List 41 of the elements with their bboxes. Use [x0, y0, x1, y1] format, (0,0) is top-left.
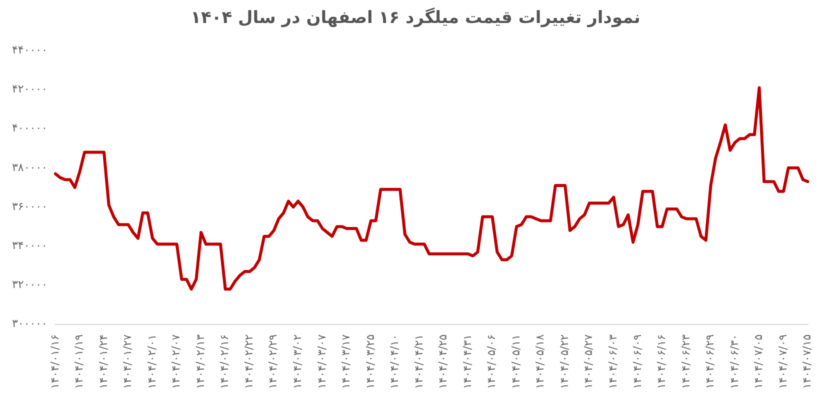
x-tick-label: ۱۴۰۴/۰۷/۰۹ — [776, 334, 790, 390]
x-tick-label: ۱۴۰۴/۰۱/۲۷ — [121, 334, 134, 390]
x-tick-label: ۱۴۰۴/۰۷/۱۵ — [800, 334, 814, 390]
y-tick-label: ۴۰۰۰۰۰ — [12, 122, 48, 135]
y-tick-label: ۳۲۰۰۰۰ — [12, 278, 48, 292]
x-tick-label: ۱۴۰۴/۰۶/۰۹ — [630, 334, 644, 390]
x-tick-label: ۱۴۰۴/۰۴/۱۰ — [388, 334, 402, 390]
y-tick-label: ۳۴۰۰۰۰ — [12, 238, 48, 252]
x-tick-label: ۱۴۰۴/۰۵/۲۷ — [582, 334, 596, 390]
x-tick-label: ۱۴۰۴/۰۱/۲۴ — [96, 334, 110, 390]
x-tick-label: ۱۴۰۴/۰۶/۲۹ — [704, 334, 717, 390]
x-tick-label: ۱۴۰۴/۰۷/۰۵ — [752, 334, 766, 390]
y-tick-label: ۳۶۰۰۰۰ — [12, 200, 48, 213]
x-tick-label: ۱۴۰۴/۰۴/۲۵ — [436, 334, 450, 390]
x-tick-label: ۱۴۰۴/۰۳/۰۲ — [291, 334, 304, 390]
y-tick-label: ۳۸۰۰۰۰ — [12, 160, 48, 174]
x-tick-label: ۱۴۰۴/۰۳/۱۷ — [340, 334, 353, 390]
x-tick-label: ۱۴۰۴/۰۳/۲۵ — [364, 334, 377, 390]
y-tick-label: ۳۰۰۰۰۰ — [12, 317, 48, 330]
x-tick-label: ۱۴۰۴/۰۱/۱۶ — [48, 334, 62, 390]
x-tick-label: ۱۴۰۴/۰۴/۲۱ — [412, 334, 426, 390]
x-tick-label: ۱۴۰۴/۰۲/۲۲ — [242, 334, 256, 390]
x-tick-label: ۱۴۰۴/۰۴/۳۱ — [460, 334, 474, 390]
x-tick-label: ۱۴۰۴/۰۵/۰۶ — [485, 334, 498, 390]
x-tick-label: ۱۴۰۴/۰۵/۱۱ — [509, 334, 522, 390]
x-tick-label: ۱۴۰۴/۰۵/۱۸ — [534, 334, 547, 390]
x-tick-label: ۱۴۰۴/۰۲/۰۷ — [170, 334, 183, 390]
x-tick-label: ۱۴۰۴/۰۲/۱۶ — [218, 334, 232, 390]
x-tick-label: ۱۴۰۴/۰۱/۱۹ — [72, 334, 86, 390]
x-tick-label: ۱۴۰۴/۰۳/۰۷ — [315, 334, 328, 390]
x-tick-label: ۱۴۰۴/۰۲/۲۹ — [266, 334, 280, 390]
x-tick-label: ۱۴۰۴/۰۶/۳۰ — [728, 334, 741, 390]
y-tick-label: ۴۲۰۰۰۰ — [12, 82, 48, 96]
x-tick-label: ۱۴۰۴/۰۶/۰۳ — [606, 334, 620, 390]
chart-title: نمودار تغییرات قیمت میلگرد ۱۶ اصفهان در سال ۱۴۰۴ — [190, 8, 642, 28]
x-tick-label: ۱۴۰۴/۰۲/۱۳ — [194, 334, 207, 390]
x-tick-label: ۱۴۰۴/۰۵/۲۲ — [558, 334, 571, 390]
y-tick-label: ۴۴۰۰۰۰ — [12, 43, 48, 56]
x-tick-label: ۱۴۰۴/۰۶/۱۶ — [655, 334, 668, 390]
x-tick-label: ۱۴۰۴/۰۶/۲۳ — [679, 334, 692, 390]
x-tick-label: ۱۴۰۴/۰۲/۰۱ — [145, 334, 158, 390]
